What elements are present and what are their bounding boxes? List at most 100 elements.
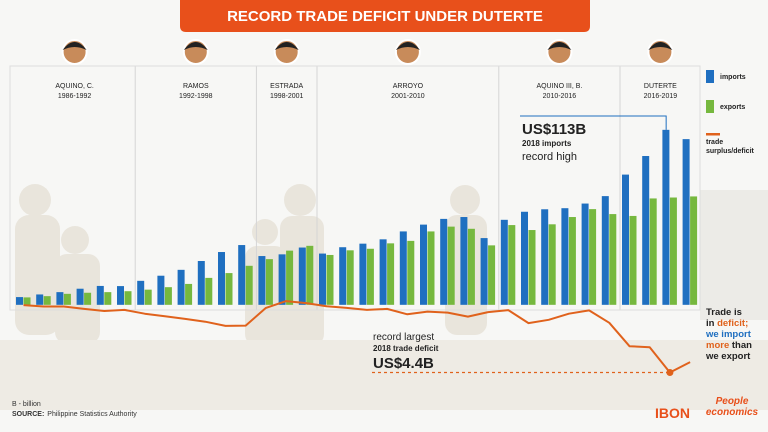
callout-line: we import xyxy=(705,329,752,340)
bar-imports xyxy=(36,294,44,305)
era-name: AQUINO III, B. xyxy=(536,83,582,90)
portrait-hair xyxy=(274,42,299,50)
callout-line: Trade is xyxy=(706,307,742,318)
source-text: Philippine Statistics Authority xyxy=(47,411,137,418)
bar-exports xyxy=(286,250,294,305)
annotation-value: US$113B xyxy=(522,121,586,138)
bar-exports xyxy=(690,196,698,305)
bar-imports xyxy=(601,196,609,305)
bar-imports xyxy=(561,208,569,305)
bar-exports xyxy=(528,230,536,305)
bar-exports xyxy=(548,224,556,305)
bar-exports xyxy=(23,297,31,305)
bar-imports xyxy=(662,129,670,305)
bar-imports xyxy=(521,211,528,305)
bar-exports xyxy=(669,197,677,305)
annotation-text: 2018 trade deficit xyxy=(373,344,439,353)
bar-exports xyxy=(508,225,516,305)
era-years: 1992-1998 xyxy=(179,93,213,100)
logo: IBON xyxy=(655,405,690,421)
bar-imports xyxy=(399,231,407,305)
trade-balance-line xyxy=(23,300,691,374)
bar-imports xyxy=(379,239,387,305)
bar-imports xyxy=(56,292,64,305)
legend-label-box: trade surplus/deficit xyxy=(706,139,754,155)
legend-swatch xyxy=(706,70,714,83)
bar-exports xyxy=(63,293,71,305)
bar-imports xyxy=(117,286,124,305)
title-banner xyxy=(180,0,590,32)
bar-exports xyxy=(43,296,51,305)
bar-exports xyxy=(144,289,152,305)
portrait-hair xyxy=(62,42,87,50)
bar-imports xyxy=(278,254,286,305)
portrait-hair xyxy=(648,42,673,50)
annotation-text: 2018 imports xyxy=(522,139,572,148)
bar-exports xyxy=(245,265,253,305)
bar-exports xyxy=(104,292,112,305)
era-years: 1998-2001 xyxy=(270,93,304,100)
callout-line: more than xyxy=(706,340,752,351)
bar-exports xyxy=(568,217,576,305)
bar-exports xyxy=(447,226,455,305)
callout-segment: deficit; xyxy=(717,318,748,329)
legend-swatch xyxy=(706,100,714,113)
portrait-hair xyxy=(395,42,420,50)
bar-exports xyxy=(467,228,475,305)
callout-segment: we import xyxy=(705,329,752,340)
bar-exports xyxy=(407,240,415,305)
era-years: 2001-2010 xyxy=(391,93,425,100)
bar-imports xyxy=(96,285,104,305)
callout-segment: more xyxy=(706,340,729,351)
bar-imports xyxy=(642,156,650,305)
source: SOURCE: Philippine Statistics Authority xyxy=(12,411,137,418)
callout-line: in deficit; xyxy=(706,318,748,329)
annotation-value: US$4.4B xyxy=(373,355,434,372)
bar-exports xyxy=(629,215,637,305)
bar-exports xyxy=(306,245,314,305)
portrait-hair xyxy=(547,42,572,50)
bar-imports xyxy=(500,219,508,305)
legend-label: trade surplus/deficit xyxy=(706,139,754,155)
bar-imports xyxy=(197,261,205,305)
callout-segment: in xyxy=(706,318,717,329)
annotation-leader xyxy=(520,115,667,130)
callout-line: we export xyxy=(705,351,751,362)
bar-imports xyxy=(319,253,326,305)
bar-imports xyxy=(460,217,468,305)
bar-exports xyxy=(346,250,354,305)
logo-people: People xyxy=(716,396,749,407)
bar-imports xyxy=(581,203,589,305)
source-label: SOURCE: xyxy=(12,411,44,418)
bar-imports xyxy=(359,243,367,305)
background-figures xyxy=(0,184,768,410)
bar-imports xyxy=(177,269,185,305)
footnote: B - billion xyxy=(12,401,41,408)
chart-frame xyxy=(9,65,701,311)
portrait-hair xyxy=(183,42,208,50)
bar-exports xyxy=(185,283,193,305)
bar-exports xyxy=(488,245,496,305)
legend-label-box: imports xyxy=(720,74,746,81)
bar-exports xyxy=(387,243,395,305)
bar-exports xyxy=(427,231,435,305)
bar-exports xyxy=(164,287,172,305)
bar-exports xyxy=(124,291,132,305)
callout-segment: we export xyxy=(705,351,751,362)
bar-exports xyxy=(205,277,213,305)
legend-label: exports xyxy=(720,104,746,111)
bar-exports xyxy=(326,254,334,305)
callout-segment: Trade is xyxy=(706,307,742,318)
bar-imports xyxy=(682,139,690,305)
bar-imports xyxy=(218,252,225,305)
bar-imports xyxy=(16,297,23,305)
logo-economics: economics xyxy=(706,407,759,418)
bar-exports xyxy=(84,292,92,305)
era-name: RAMOS xyxy=(183,83,209,90)
bar-imports xyxy=(440,218,448,305)
era-name: AQUINO, C. xyxy=(55,83,94,90)
era-years: 1986-1992 xyxy=(58,93,92,100)
legend-label: imports xyxy=(720,74,746,81)
bar-exports xyxy=(649,198,657,305)
